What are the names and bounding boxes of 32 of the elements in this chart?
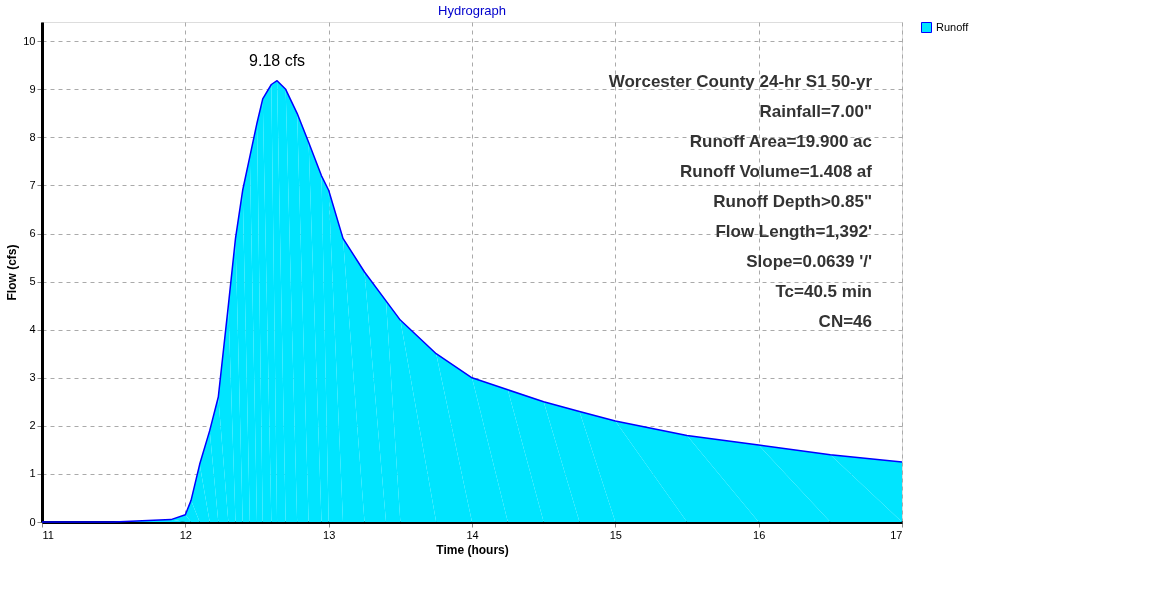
y-tick-label: 6	[29, 227, 36, 240]
y-tick-label: 3	[29, 371, 36, 384]
y-axis-title: Flow (cfs)	[5, 244, 20, 301]
x-tick-label: 11	[42, 528, 54, 541]
y-tick-label: 10	[23, 34, 36, 47]
x-tick-label: 14	[466, 528, 479, 541]
y-tick-label: 2	[29, 419, 36, 432]
y-tick-label: 9	[29, 82, 36, 95]
annotation: Tc=40.5 min	[775, 282, 872, 301]
y-tick-label: 0	[29, 515, 36, 528]
y-tick-label: 8	[29, 130, 36, 143]
x-tick-label: 15	[609, 528, 622, 541]
annotation: Rainfall=7.00"	[759, 102, 872, 121]
annotation: Runoff Volume=1.408 af	[680, 162, 873, 181]
annotation: Worcester County 24-hr S1 50-yr	[608, 72, 873, 91]
y-tick-label: 7	[29, 178, 36, 191]
annotation: 9.18 cfs	[249, 51, 306, 69]
annotation: Slope=0.0639 '/'	[746, 252, 872, 271]
annotation: Runoff Depth>0.85"	[713, 192, 872, 211]
y-tick-label: 4	[29, 323, 36, 336]
annotation: Runoff Area=19.900 ac	[689, 132, 872, 151]
x-tick-label: 12	[179, 528, 192, 541]
annotation: CN=46	[818, 312, 872, 331]
legend-label: Runoff	[936, 20, 970, 33]
annotation: Flow Length=1,392'	[715, 222, 872, 241]
chart-title: Hydrograph	[438, 3, 506, 18]
y-tick-label: 1	[29, 467, 36, 480]
x-axis-title: Time (hours)	[436, 542, 509, 557]
x-tick-label: 16	[753, 528, 766, 541]
x-tick-label: 17	[890, 528, 903, 541]
y-tick-label: 5	[29, 275, 36, 288]
x-tick-label: 13	[323, 528, 336, 541]
